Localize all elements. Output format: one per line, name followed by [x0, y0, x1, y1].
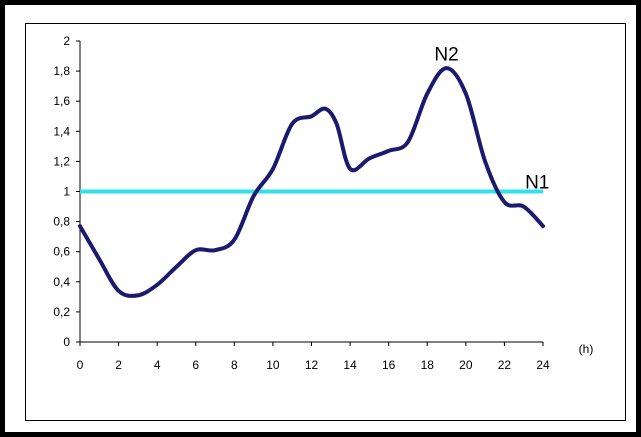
- y-tick-label: 1,2: [53, 154, 70, 168]
- y-tick-label: 0,8: [53, 215, 70, 229]
- y-tick-label: 1,6: [53, 94, 70, 108]
- x-tick-label: 2: [115, 358, 122, 372]
- series-group: [78, 66, 545, 298]
- x-tick-label: 16: [382, 358, 396, 372]
- labels-group: 00,20,40,60,811,21,41,61,820 2 4 6 8 10 12 14 16…: [53, 34, 593, 372]
- x-tick-label: 20: [459, 358, 473, 372]
- y-tick-label: 1,4: [53, 124, 70, 138]
- y-tick-label: 0,4: [53, 275, 70, 289]
- plot-area-border: [25, 23, 626, 421]
- x-tick-label: 10: [266, 358, 280, 372]
- y-tick-label: 0,2: [53, 305, 70, 319]
- x-tick-label: 22: [498, 358, 512, 372]
- x-tick-label: 4: [154, 358, 161, 372]
- x-tick-label: 6: [192, 358, 199, 372]
- y-tick-label: 0,6: [53, 245, 70, 259]
- x-tick-label: 12: [305, 358, 319, 372]
- x-tick-label: 14: [343, 358, 357, 372]
- x-tick-label: 24: [536, 358, 550, 372]
- x-unit-label: (h): [579, 342, 594, 356]
- series-line-main: [78, 66, 545, 298]
- y-tick-label: 2: [63, 34, 70, 48]
- x-tick-label: 8: [231, 358, 238, 372]
- y-tick-label: 1,8: [53, 64, 70, 78]
- y-tick-label: 0: [63, 335, 70, 349]
- annotation-n2: N2: [434, 45, 458, 66]
- x-tick-label: 18: [421, 358, 435, 372]
- annotation-n1: N1: [525, 172, 549, 193]
- y-tick-label: 1: [63, 185, 70, 199]
- x-tick-label: 0: [77, 358, 84, 372]
